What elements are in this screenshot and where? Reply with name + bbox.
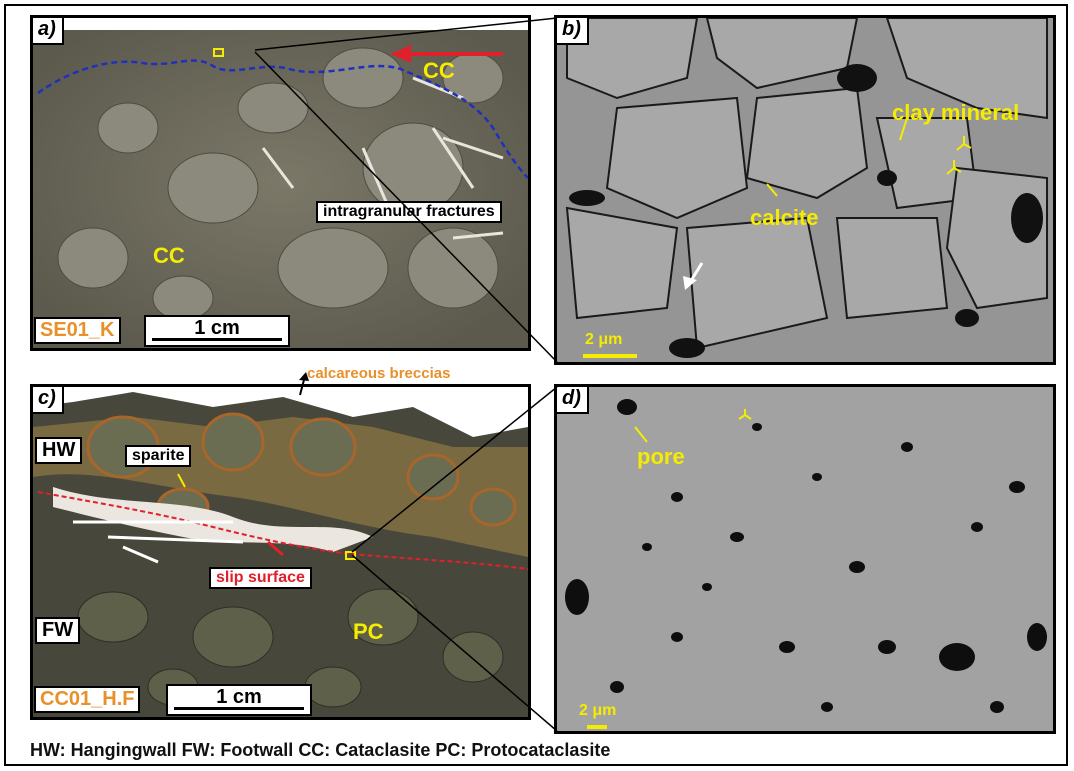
cc-label-center: CC bbox=[153, 243, 185, 268]
panel-b-texture bbox=[557, 18, 1053, 362]
figure-frame bbox=[4, 4, 1068, 766]
fw-label: FW bbox=[35, 617, 81, 644]
scale-label-b: 2 μm bbox=[585, 331, 623, 348]
hw-label: HW bbox=[35, 437, 83, 464]
sample-id-a: SE01_K bbox=[34, 317, 121, 344]
scale-label-a: 1 cm bbox=[194, 317, 240, 339]
abbreviation-legend: HW: Hangingwall FW: Footwall CC: Catacla… bbox=[30, 740, 611, 760]
calcite-label: calcite bbox=[750, 205, 819, 230]
cc-label-top: CC bbox=[423, 58, 455, 83]
clay-mineral-label: clay mineral bbox=[892, 100, 1020, 125]
panel-c-photomicrograph: c) HW sparite FW slip surface PC CC01_H.… bbox=[30, 384, 531, 720]
panel-c-texture bbox=[33, 387, 528, 717]
panel-c-label: c) bbox=[33, 387, 64, 414]
scale-bar-c: 1 cm bbox=[166, 684, 312, 716]
fractures-label: intragranular fractures bbox=[316, 201, 502, 223]
slip-surface-label: slip surface bbox=[209, 567, 312, 589]
panel-d-sem-image: d) pore 2 μm bbox=[554, 384, 1056, 734]
scale-label-d: 2 μm bbox=[579, 702, 617, 719]
scale-label-c: 1 cm bbox=[216, 686, 262, 708]
zoom-box bbox=[213, 48, 224, 57]
pc-label: PC bbox=[353, 619, 384, 644]
panel-b-sem-image: b) clay mineral calcite 2 μm bbox=[554, 15, 1056, 365]
sample-id-c: CC01_H.F bbox=[34, 686, 141, 713]
scale-bar-a: 1 cm bbox=[144, 315, 290, 347]
panel-a-label: a) bbox=[33, 18, 64, 45]
panel-b-label: b) bbox=[557, 18, 589, 45]
panel-a-photomicrograph: a) CC CC intragranular fractures SE01_K … bbox=[30, 15, 531, 351]
sparite-label: sparite bbox=[125, 445, 192, 467]
panel-d-texture bbox=[557, 387, 1053, 731]
panel-d-label: d) bbox=[557, 387, 589, 414]
pore-label: pore bbox=[637, 444, 685, 469]
calcareous-breccias-label: calcareous breccias bbox=[307, 365, 451, 382]
